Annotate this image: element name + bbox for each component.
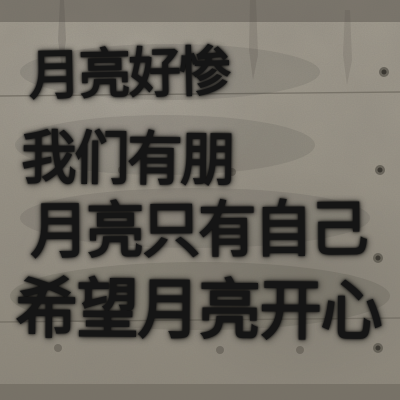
top-shadow-band <box>0 0 400 22</box>
tie-hole <box>296 346 304 354</box>
tie-hole <box>228 168 236 176</box>
graffiti-line-1: 月亮好惨 <box>28 41 230 108</box>
tie-hole <box>377 167 383 173</box>
tie-hole <box>381 69 387 75</box>
drip-stain-3 <box>343 10 352 85</box>
bottom-ledge <box>0 384 400 400</box>
overspray-haze <box>10 262 390 330</box>
graffiti-line-4: 希望月亮开心 <box>15 269 382 350</box>
tie-hole <box>216 346 224 354</box>
overspray-haze <box>15 115 315 175</box>
tie-hole <box>375 255 381 261</box>
overspray-haze <box>20 44 320 100</box>
drip-stain-1 <box>58 0 66 70</box>
form-seam-upper <box>0 91 400 97</box>
overspray-haze <box>20 188 370 248</box>
tie-hole <box>118 166 126 174</box>
form-seam-lower <box>0 317 400 323</box>
tie-hole <box>375 345 381 351</box>
drip-stain-2 <box>249 0 258 80</box>
tie-hole <box>54 344 62 352</box>
